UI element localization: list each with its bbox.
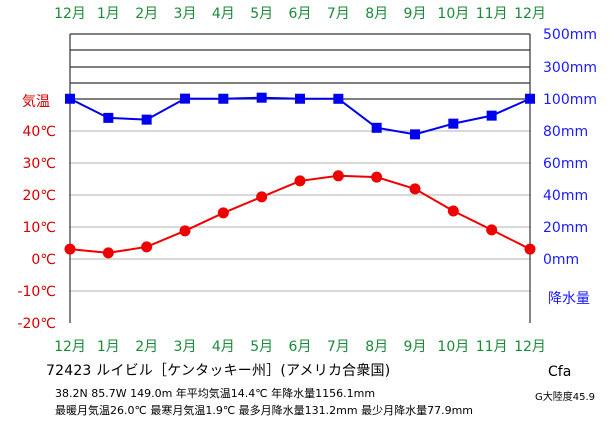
month-label-bottom: 5月 [250, 339, 273, 355]
temperature-point [371, 171, 383, 183]
month-label-bottom: 6月 [289, 339, 312, 355]
month-label-bottom: 9月 [404, 339, 427, 355]
temperature-axis-label: 気温 [22, 94, 50, 110]
precipitation-tick-label: 100mm [543, 92, 597, 108]
precipitation-point [448, 118, 459, 129]
precipitation-point [65, 93, 75, 104]
station-title: 72423 ルイビル［ケンタッキー州］(アメリカ合衆国) [46, 360, 390, 380]
temperature-point [447, 205, 459, 217]
month-label-top: 11月 [476, 6, 508, 22]
temperature-point [332, 170, 344, 182]
month-label-bottom: 7月 [327, 339, 350, 355]
precipitation-point [371, 122, 382, 133]
month-label-bottom: 4月 [212, 339, 235, 355]
month-label-top: 5月 [250, 6, 273, 22]
station-name: ルイビル［ケンタッキー州］(アメリカ合衆国) [96, 363, 391, 379]
temperature-point [217, 207, 229, 219]
temperature-tick-label: 10℃ [22, 220, 56, 236]
precipitation-tick-label: 20mm [543, 220, 588, 236]
temperature-point [409, 183, 421, 195]
precipitation-tick-label: 300mm [543, 60, 597, 76]
precipitation-point [525, 93, 535, 104]
temperature-tick-label: 0℃ [31, 252, 56, 268]
month-label-bottom: 11月 [476, 339, 508, 355]
precipitation-point [218, 93, 229, 104]
precipitation-tick-label: 40mm [543, 188, 588, 204]
precipitation-point [180, 93, 190, 104]
precipitation-point [486, 110, 497, 121]
temperature-tick-label: 30℃ [22, 156, 56, 172]
month-label-top: 3月 [174, 6, 197, 22]
precipitation-tick-label: 500mm [543, 27, 597, 43]
month-label-top: 6月 [289, 6, 312, 22]
month-label-top: 12月 [514, 6, 546, 22]
temperature-point [102, 247, 114, 259]
temperature-tick-label: -10℃ [17, 284, 56, 300]
precipitation-point [256, 92, 267, 103]
temperature-tick-label: -20℃ [17, 316, 56, 332]
climate-class: Cfa [548, 364, 572, 380]
month-label-bottom: 3月 [174, 339, 197, 355]
month-label-bottom: 1月 [97, 339, 120, 355]
month-label-top: 2月 [135, 6, 158, 22]
temperature-point [64, 243, 76, 255]
precipitation-point [410, 129, 420, 140]
temperature-tick-label: 40℃ [22, 124, 56, 140]
precipitation-tick-label: 60mm [543, 156, 588, 172]
continentality-index: G大陸度45.9 [535, 392, 596, 403]
station-code: 72423 [46, 363, 92, 379]
temperature-point [256, 191, 268, 203]
month-label-top: 7月 [327, 6, 350, 22]
month-label-bottom: 12月 [514, 339, 546, 355]
precipitation-point [295, 93, 305, 104]
temperature-point [179, 225, 191, 237]
month-label-top: 9月 [404, 6, 427, 22]
station-stats-line-2: 最暖月気温26.0℃ 最寒月気温1.9℃ 最多月降水量131.2mm 最少月降水… [55, 404, 474, 417]
month-label-top: 12月 [54, 6, 86, 22]
temperature-point [486, 224, 498, 236]
precipitation-point [103, 112, 114, 123]
month-label-bottom: 12月 [54, 339, 86, 355]
temperature-point [141, 241, 153, 253]
station-stats-line-1: 38.2N 85.7W 149.0m 年平均気温14.4℃ 年降水量1156.1… [55, 387, 376, 400]
precipitation-axis-label: 降水量 [548, 291, 590, 307]
month-label-bottom: 8月 [365, 339, 388, 355]
month-label-bottom: 2月 [135, 339, 158, 355]
temperature-line [69, 174, 531, 254]
precipitation-point [141, 114, 152, 125]
month-label-top: 10月 [437, 6, 469, 22]
month-label-top: 4月 [212, 6, 235, 22]
month-label-bottom: 10月 [437, 339, 469, 355]
temperature-tick-label: 20℃ [22, 188, 56, 204]
temperature-point [294, 175, 306, 187]
month-label-top: 1月 [97, 6, 120, 22]
temperature-point [524, 243, 536, 255]
precipitation-tick-label: 0mm [543, 252, 579, 268]
precipitation-point [333, 93, 344, 104]
precipitation-tick-label: 80mm [543, 124, 588, 140]
month-label-top: 8月 [365, 6, 388, 22]
